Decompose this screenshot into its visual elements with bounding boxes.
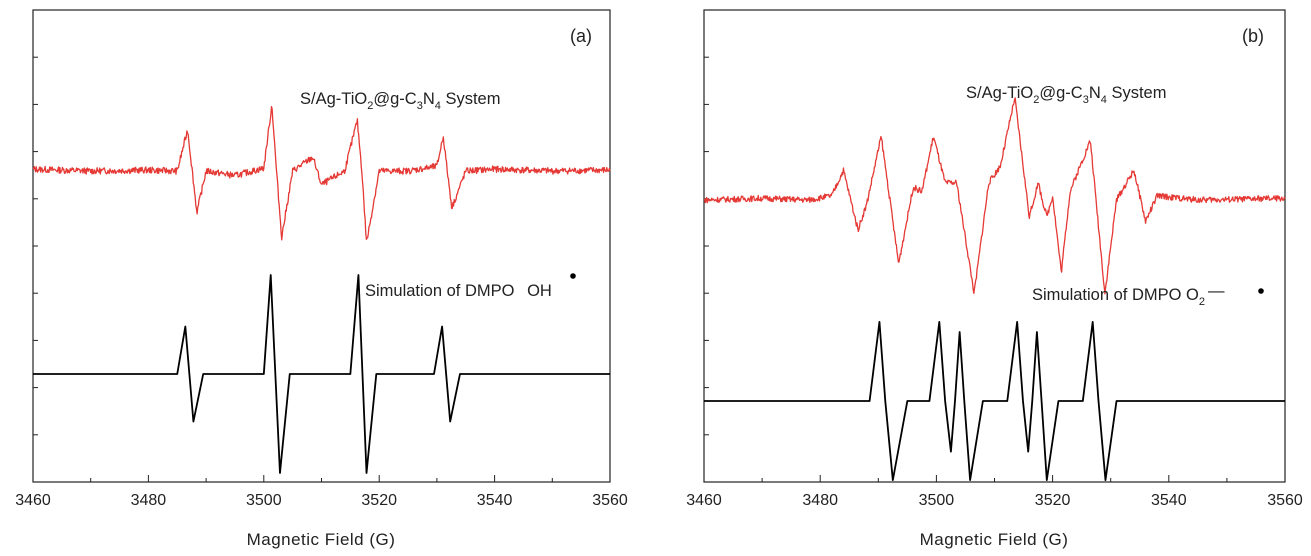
panel-b-plot-frame xyxy=(703,9,1286,483)
panel-b-y-ticks xyxy=(704,56,709,436)
panel-a-y-ticks xyxy=(33,56,38,436)
panel-b-series xyxy=(703,97,1286,482)
simulation-spectrum-line xyxy=(704,320,1285,482)
panel-b-simulation-annotation: Simulation of DMPO O2— xyxy=(1032,282,1225,308)
x-tick-label: 3520 xyxy=(1035,492,1071,509)
simulation-spectrum-line xyxy=(33,274,610,474)
x-tick-label: 3540 xyxy=(477,492,513,509)
panel-b: 3460 3480 3500 3520 3540 3560 (b) S/Ag-TiO2@g… xyxy=(686,9,1303,549)
x-tick-label: 3540 xyxy=(1151,492,1187,509)
experimental-spectrum-line xyxy=(703,97,1286,295)
panel-b-x-axis-label: Magnetic Field (G) xyxy=(920,530,1069,549)
panel-a-experimental-annotation: S/Ag-TiO2@g-C3N4 System xyxy=(300,90,500,112)
x-tick-label: 3560 xyxy=(592,492,628,509)
x-tick-label: 3460 xyxy=(15,492,51,509)
x-tick-label: 3480 xyxy=(802,492,838,509)
panel-a-series xyxy=(32,106,611,474)
panel-b-x-ticks: 3460 3480 3500 3520 3540 3560 xyxy=(686,475,1303,509)
x-tick-label: 3500 xyxy=(246,492,282,509)
x-tick-label: 3460 xyxy=(686,492,722,509)
x-tick-label: 3520 xyxy=(361,492,397,509)
panel-a-plot-frame xyxy=(32,9,611,483)
x-tick-label: 3500 xyxy=(919,492,955,509)
panel-a: 3460 3480 3500 3520 3540 3560 (a) S/Ag-TiO2@g… xyxy=(15,9,628,549)
panel-b-radical-dot xyxy=(1258,288,1264,294)
panel-a-simulation-annotation: Simulation of DMPO OH xyxy=(365,282,552,300)
panel-a-label: (a) xyxy=(570,26,592,46)
panel-b-experimental-annotation: S/Ag-TiO2@g-C3N4 System xyxy=(966,84,1166,106)
panel-a-radical-dot xyxy=(570,273,576,279)
panel-b-label: (b) xyxy=(1242,26,1264,46)
x-tick-label: 3480 xyxy=(131,492,167,509)
experimental-spectrum-line xyxy=(32,106,611,241)
panel-a-x-ticks: 3460 3480 3500 3520 3540 3560 xyxy=(15,475,628,509)
x-tick-label: 3560 xyxy=(1267,492,1303,509)
panel-a-x-axis-label: Magnetic Field (G) xyxy=(247,530,396,549)
